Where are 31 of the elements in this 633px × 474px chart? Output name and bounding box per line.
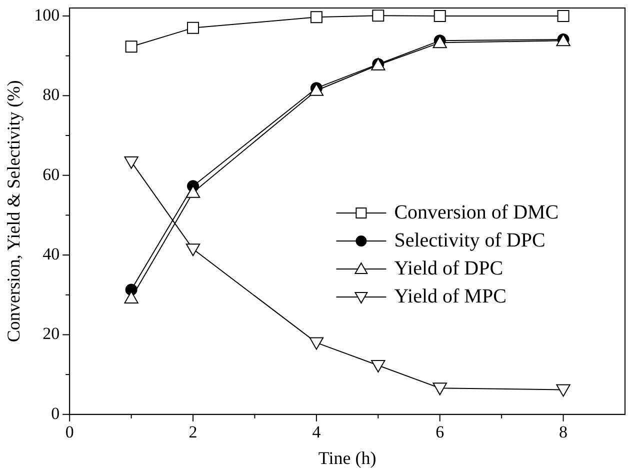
point <box>309 337 324 350</box>
x-tick-label: 8 <box>559 422 568 442</box>
legend-label: Yield of DPC <box>394 257 504 280</box>
point <box>124 290 138 304</box>
y-tick-label: 20 <box>42 324 60 344</box>
x-tick-label: 4 <box>312 422 322 442</box>
point <box>434 10 446 22</box>
y-tick-label: 0 <box>51 404 60 423</box>
point <box>310 11 322 24</box>
point <box>557 10 570 22</box>
y-tick-label: 60 <box>42 164 60 184</box>
point <box>186 244 200 256</box>
y-axis-title: Conversion, Yield & Selectivity (%) <box>4 80 24 342</box>
point <box>187 22 200 34</box>
x-tick-label: 2 <box>188 422 198 442</box>
legend-label: Conversion of DMC <box>394 201 559 224</box>
x-tick-label: 0 <box>65 422 74 442</box>
point <box>124 156 138 169</box>
x-axis-title: Tine (h) <box>318 448 376 468</box>
legend-label: Selectivity of DPC <box>394 229 546 252</box>
point <box>125 40 138 53</box>
x-tick-label: 6 <box>436 422 444 442</box>
y-tick-label: 80 <box>42 85 60 104</box>
y-tick-label: 40 <box>42 244 60 264</box>
legend-label: Yield of MPC <box>394 285 506 308</box>
point <box>556 384 570 397</box>
y-tick-label: 100 <box>34 5 60 24</box>
point <box>371 360 386 372</box>
point <box>372 10 384 22</box>
point <box>186 185 200 198</box>
point <box>432 382 447 396</box>
